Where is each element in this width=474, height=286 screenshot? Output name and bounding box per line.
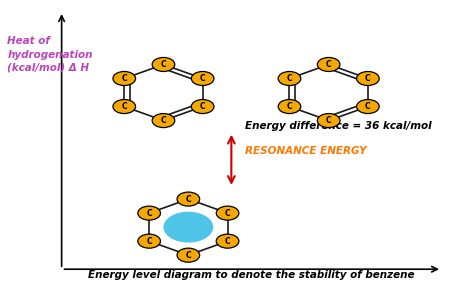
- Text: Energy level diagram to denote the stability of benzene: Energy level diagram to denote the stabi…: [89, 271, 415, 280]
- Text: C: C: [200, 74, 205, 83]
- Text: C: C: [146, 237, 152, 246]
- Text: C: C: [287, 102, 292, 111]
- Text: C: C: [200, 102, 205, 111]
- Circle shape: [152, 114, 175, 128]
- Text: RESONANCE ENERGY: RESONANCE ENERGY: [245, 146, 366, 156]
- Circle shape: [191, 72, 214, 86]
- Text: C: C: [121, 74, 127, 83]
- Circle shape: [318, 57, 340, 72]
- Circle shape: [318, 114, 340, 128]
- Circle shape: [138, 206, 161, 220]
- Circle shape: [177, 248, 200, 262]
- Circle shape: [278, 72, 301, 86]
- Text: C: C: [161, 116, 166, 125]
- Circle shape: [356, 72, 379, 86]
- Text: C: C: [225, 237, 230, 246]
- Circle shape: [138, 234, 161, 248]
- Text: C: C: [365, 74, 371, 83]
- Circle shape: [152, 57, 175, 72]
- Circle shape: [191, 100, 214, 114]
- Circle shape: [216, 206, 239, 220]
- Text: Heat of
hydrogenation
(kcal/mol) Δ H: Heat of hydrogenation (kcal/mol) Δ H: [7, 36, 93, 73]
- Text: C: C: [185, 251, 191, 260]
- Circle shape: [164, 212, 213, 243]
- Circle shape: [216, 234, 239, 248]
- Circle shape: [356, 100, 379, 114]
- Text: C: C: [161, 60, 166, 69]
- Text: C: C: [365, 102, 371, 111]
- Text: C: C: [121, 102, 127, 111]
- Text: C: C: [287, 74, 292, 83]
- Text: Energy difference = 36 kcal/mol: Energy difference = 36 kcal/mol: [245, 121, 431, 131]
- Text: C: C: [326, 60, 331, 69]
- Text: C: C: [146, 208, 152, 218]
- Circle shape: [113, 100, 136, 114]
- Text: C: C: [225, 208, 230, 218]
- Text: C: C: [326, 116, 331, 125]
- Text: C: C: [185, 194, 191, 204]
- Circle shape: [177, 192, 200, 206]
- Circle shape: [278, 100, 301, 114]
- Circle shape: [113, 72, 136, 86]
